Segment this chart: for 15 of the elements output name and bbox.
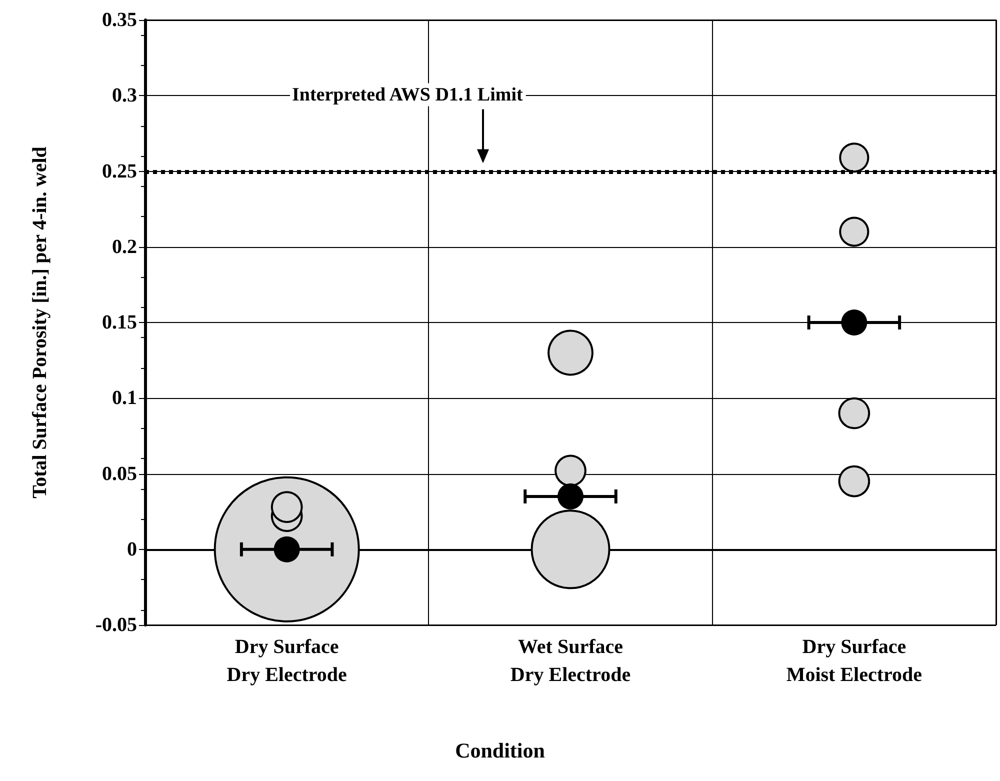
x-tick-label: Dry Surface Dry Electrode — [226, 636, 348, 686]
y-tick-label: 0 — [127, 538, 137, 560]
y-tick-label: 0.35 — [102, 9, 137, 31]
y-tick-label: 0.1 — [112, 387, 137, 410]
y-tick-label: 0.15 — [102, 312, 137, 334]
ref-line-label: Interpreted AWS D1.1 Limit — [292, 84, 524, 106]
y-tick-label: -0.05 — [95, 614, 137, 636]
y-axis-title: Total Surface Porosity [in.] per 4-in. weld — [29, 146, 51, 498]
x-axis-title: Condition — [455, 738, 546, 762]
y-tick-label: 0.3 — [112, 84, 137, 107]
x-tick-label: Dry Surface Moist Electrode — [786, 636, 922, 686]
y-tick-label: 0.05 — [102, 462, 137, 485]
x-tick-label: Wet Surface Dry Electrode — [510, 636, 631, 686]
y-tick-label: 0.25 — [102, 160, 137, 182]
y-tick-label: 0.2 — [112, 236, 137, 258]
